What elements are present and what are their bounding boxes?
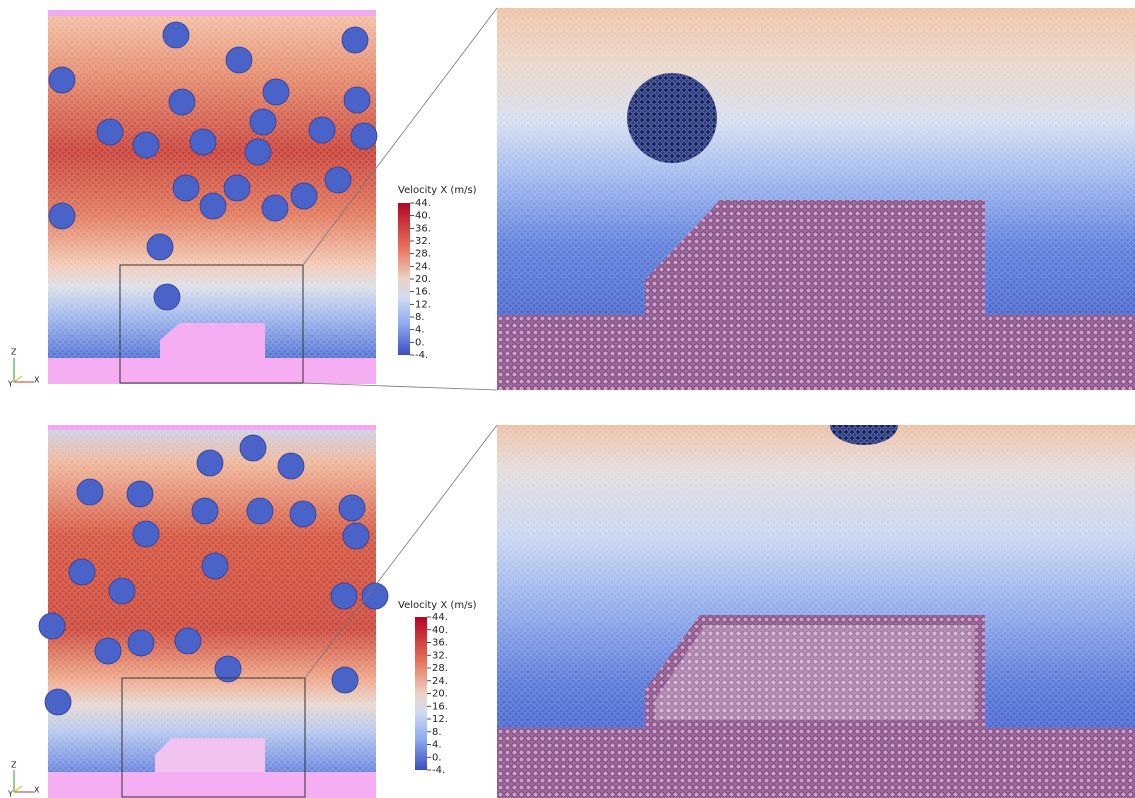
particle-cluster [197, 450, 223, 476]
particle-cluster [291, 183, 317, 209]
particle-cluster [127, 481, 153, 507]
particle-cluster [262, 195, 288, 221]
colorbar-label: 44. [432, 612, 448, 623]
particle-cluster [69, 559, 95, 585]
particle-cluster [339, 495, 365, 521]
figure: Velocity X (m/s) 44.40.36.32.28.24.20.16… [0, 0, 1135, 798]
particle-cluster [192, 498, 218, 524]
colorbar-label: 4. [415, 325, 425, 336]
colorbar-label: 28. [432, 663, 448, 674]
axis-label: X [34, 376, 40, 385]
particle-cluster [45, 689, 71, 715]
axis-label: X [34, 786, 40, 795]
particle-cluster [200, 193, 226, 219]
particle-cluster [240, 435, 266, 461]
particle-cluster [247, 498, 273, 524]
particle-cluster [362, 583, 388, 609]
particle-cluster [250, 109, 276, 135]
colorbar-label: 40. [432, 625, 448, 636]
domain-bottom [39, 425, 497, 798]
particle-cluster [224, 175, 250, 201]
particle-cluster [169, 89, 195, 115]
colorbar-label: 32. [432, 650, 448, 661]
colorbar-label: -4. [432, 765, 445, 776]
particle-cluster [175, 628, 201, 654]
colorbar-title: Velocity X (m/s) [398, 185, 477, 196]
zoom-bottom [497, 425, 1135, 798]
particle-cluster [154, 284, 180, 310]
particle-cluster [263, 79, 289, 105]
colorbar-title: Velocity X (m/s) [398, 600, 477, 611]
axis-label: Y [7, 380, 13, 389]
particle-cluster [245, 139, 271, 165]
zoom-top [497, 8, 1135, 390]
axis-label: Z [11, 348, 17, 357]
colorbar-label: 12. [415, 299, 431, 310]
colorbar-label: 28. [415, 249, 431, 260]
particle-cluster [351, 123, 377, 149]
axis-label: Z [11, 761, 17, 770]
particle-cluster [342, 27, 368, 53]
colorbar-label: 16. [415, 287, 431, 298]
colorbar-label: 36. [432, 638, 448, 649]
particle-cluster [133, 521, 159, 547]
colorbar-label: 40. [415, 211, 431, 222]
colorbar-label: 24. [432, 676, 448, 687]
colorbar-label: 20. [432, 689, 448, 700]
colorbar: Velocity X (m/s) 44. 40. 36.32. 28. 24. 20.16… [398, 600, 477, 776]
particle-cluster [49, 203, 75, 229]
particle-cluster [49, 67, 75, 93]
colorbar-label: 16. [432, 701, 448, 712]
colorbar-label: -4. [415, 350, 428, 361]
colorbar-label: 12. [432, 714, 448, 725]
colorbar-label: 32. [415, 236, 431, 247]
particle-cluster [309, 117, 335, 143]
particle-cluster [77, 479, 103, 505]
particle-cluster [332, 667, 358, 693]
axes-triad: Z Y X [7, 348, 40, 389]
particle-cluster [133, 132, 159, 158]
colorbar-label: 44. [415, 198, 431, 209]
particle-cluster [109, 578, 135, 604]
particle-cluster [190, 129, 216, 155]
colorbar-label: 20. [415, 274, 431, 285]
particle-cluster [343, 523, 369, 549]
colorbar: Velocity X (m/s) 44. 40.36. 32. 28.24. 20. 16… [398, 185, 477, 361]
colorbar-label: 4. [432, 740, 442, 751]
particle-cluster [290, 501, 316, 527]
colorbar-label: 8. [415, 312, 425, 323]
particle-cluster [331, 583, 357, 609]
axis-label: Y [7, 790, 13, 798]
colorbar-label: 0. [415, 337, 425, 348]
particle-cluster [163, 22, 189, 48]
particle-cluster [95, 638, 121, 664]
particle-cluster [173, 175, 199, 201]
colorbar-label: 24. [415, 261, 431, 272]
particle-cluster [226, 47, 252, 73]
particle-cluster [202, 553, 228, 579]
particle-cluster [325, 167, 351, 193]
particle-cluster [278, 453, 304, 479]
particle-cluster [97, 119, 123, 145]
particle-cluster [344, 87, 370, 113]
axes-triad: Z Y X [7, 761, 40, 798]
colorbar-label: 8. [432, 727, 442, 738]
particle-cluster [39, 613, 65, 639]
colorbar-label: 36. [415, 223, 431, 234]
particle-cluster [147, 234, 173, 260]
particle-cluster [128, 630, 154, 656]
colorbar-label: 0. [432, 752, 442, 763]
